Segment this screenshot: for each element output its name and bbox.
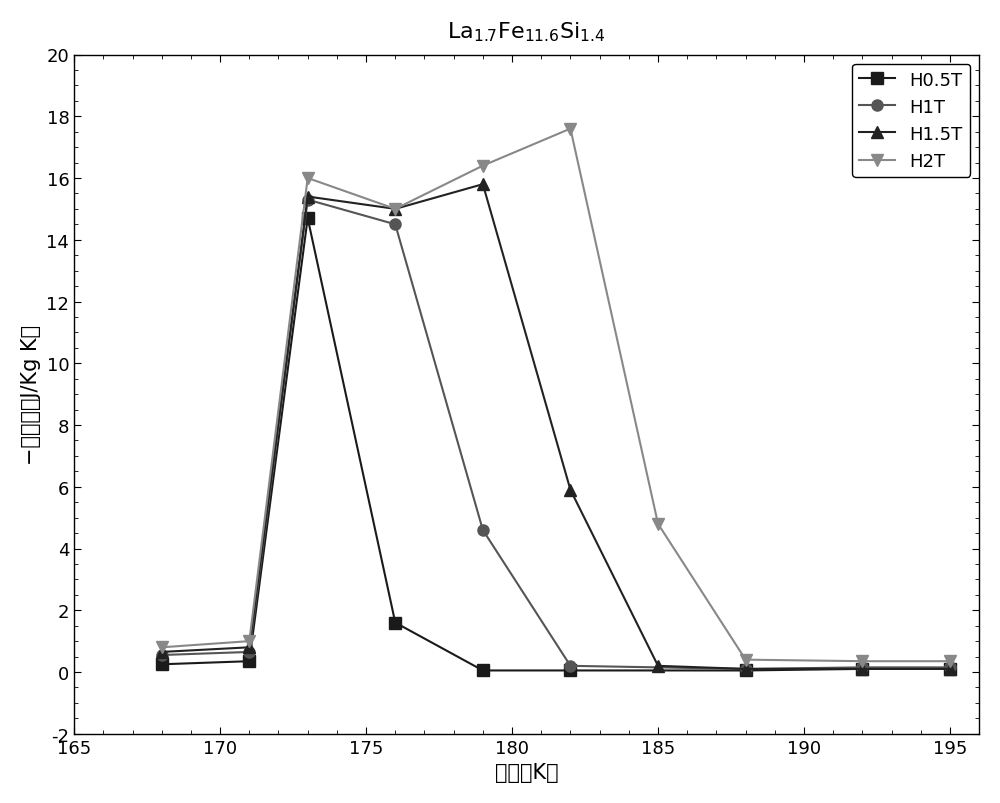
H0.5T	[389, 618, 401, 628]
H2T	[856, 657, 868, 666]
H1.5T	[477, 180, 489, 190]
H0.5T	[477, 666, 489, 675]
H0.5T	[944, 664, 956, 674]
Line: H1T: H1T	[156, 195, 956, 675]
H1T	[944, 662, 956, 672]
H1T	[564, 661, 576, 671]
H0.5T	[856, 664, 868, 674]
H2T	[302, 174, 314, 184]
H1.5T	[652, 661, 664, 671]
H2T	[740, 655, 752, 665]
H2T	[477, 161, 489, 171]
Line: H1.5T: H1.5T	[156, 179, 956, 675]
Line: H2T: H2T	[156, 124, 956, 667]
H0.5T	[243, 657, 255, 666]
H0.5T	[156, 659, 168, 669]
H2T	[389, 205, 401, 214]
H2T	[564, 124, 576, 134]
H1.5T	[389, 205, 401, 214]
H1T	[302, 196, 314, 206]
Line: H0.5T: H0.5T	[156, 214, 956, 676]
H1T	[389, 220, 401, 230]
H1T	[243, 647, 255, 657]
H1T	[740, 664, 752, 674]
H0.5T	[564, 666, 576, 675]
H1.5T	[944, 664, 956, 674]
H1.5T	[302, 193, 314, 202]
H0.5T	[740, 666, 752, 675]
H2T	[652, 520, 664, 529]
H2T	[156, 642, 168, 652]
H1.5T	[156, 647, 168, 657]
H1T	[156, 650, 168, 660]
Y-axis label: −磁熵变（J/Kg K）: −磁熵变（J/Kg K）	[21, 324, 41, 465]
H0.5T	[302, 214, 314, 224]
H1.5T	[740, 664, 752, 674]
H1.5T	[856, 664, 868, 674]
H2T	[243, 637, 255, 646]
H1.5T	[243, 642, 255, 652]
H2T	[944, 657, 956, 666]
H1.5T	[564, 485, 576, 495]
H1T	[856, 662, 868, 672]
Legend: H0.5T, H1T, H1.5T, H2T: H0.5T, H1T, H1.5T, H2T	[852, 64, 970, 177]
H1T	[477, 525, 489, 535]
Title: $\rm La_{1.7}Fe_{11.6}Si_{1.4}$: $\rm La_{1.7}Fe_{11.6}Si_{1.4}$	[447, 21, 606, 44]
X-axis label: 温度（K）: 温度（K）	[495, 762, 558, 782]
